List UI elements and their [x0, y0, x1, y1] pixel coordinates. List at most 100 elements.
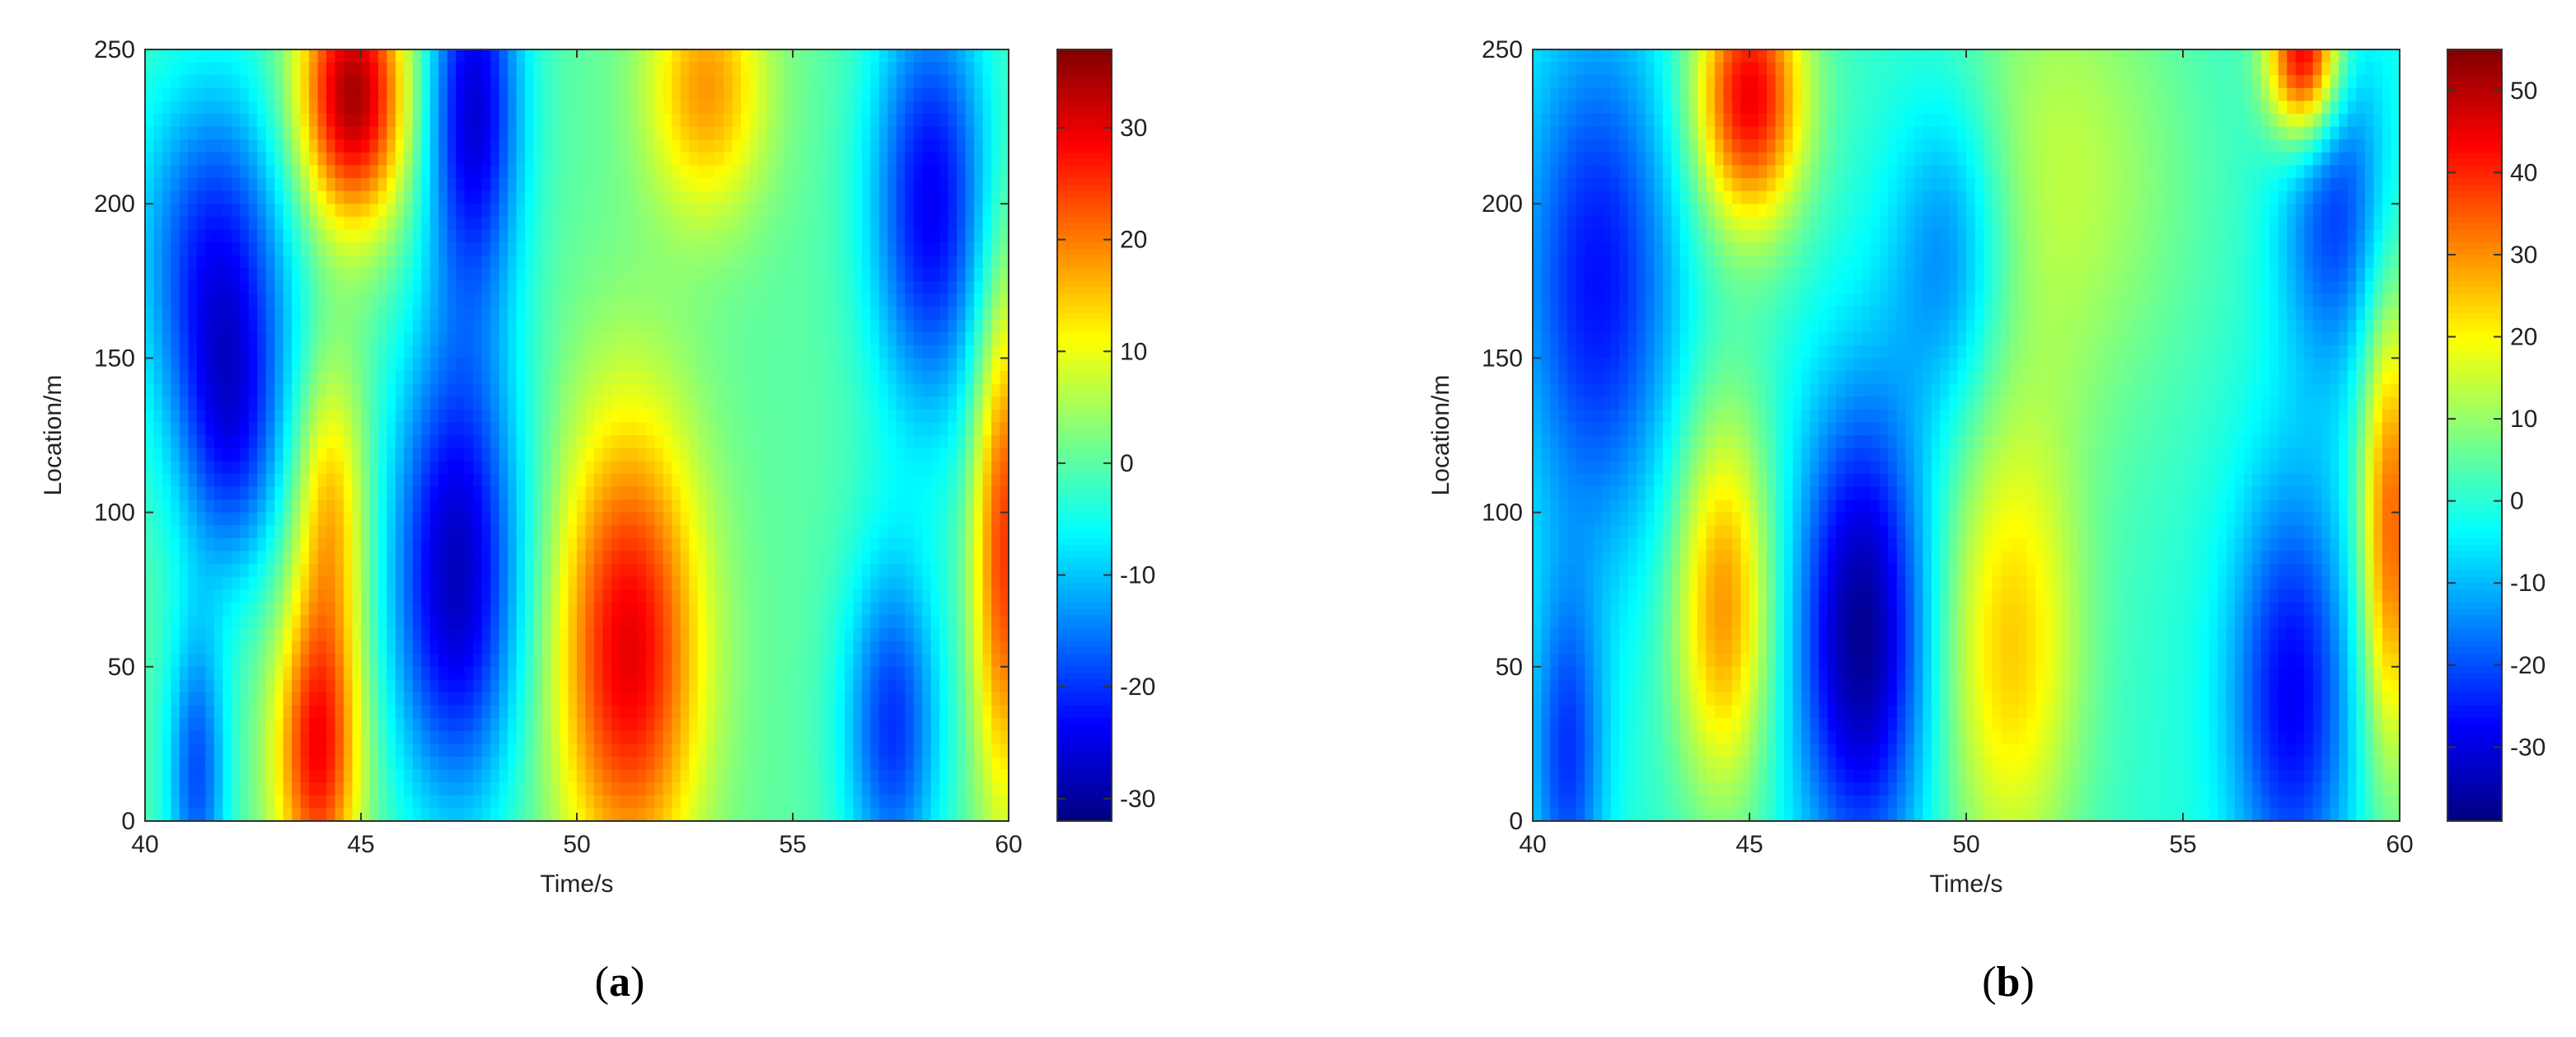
heatmap-cell [930, 448, 940, 462]
heatmap-cell [784, 268, 794, 282]
heatmap-cell [205, 512, 215, 526]
heatmap-cell [335, 500, 344, 514]
heatmap-cell [593, 62, 604, 76]
heatmap-cell [766, 332, 776, 346]
heatmap-cell [404, 564, 414, 578]
heatmap-cell [222, 358, 232, 372]
heatmap-cell [853, 280, 863, 294]
heatmap-cell [162, 602, 172, 616]
heatmap-cell [447, 551, 457, 565]
heatmap-cell [637, 139, 647, 153]
heatmap-cell [948, 152, 958, 166]
heatmap-cell [714, 383, 724, 397]
heatmap-cell [473, 512, 483, 526]
heatmap-cell [611, 486, 621, 500]
heatmap-cell [317, 551, 327, 565]
heatmap-cell [550, 101, 560, 115]
heatmap-cell [827, 396, 836, 411]
heatmap-cell [438, 448, 448, 462]
heatmap-cell [179, 152, 189, 166]
heatmap-cell [265, 345, 275, 359]
heatmap-cell [844, 332, 854, 346]
heatmap-cell [1000, 62, 1009, 76]
heatmap-cell [473, 628, 483, 642]
heatmap-cell [265, 461, 275, 475]
heatmap-cell [758, 473, 768, 487]
heatmap-cell [913, 293, 923, 307]
heatmap-cell [386, 461, 396, 475]
heatmap-cell [672, 358, 681, 372]
heatmap-cell [982, 307, 992, 321]
heatmap-cell [481, 87, 491, 101]
heatmap-cell [766, 396, 776, 411]
heatmap-cell [369, 101, 379, 115]
heatmap-cell [724, 448, 733, 462]
heatmap-cell [369, 589, 379, 603]
heatmap-cell [386, 204, 396, 218]
heatmap-cell [741, 525, 751, 539]
heatmap-cell [888, 204, 897, 218]
heatmap-cell [508, 165, 518, 179]
heatmap-cell [179, 628, 189, 642]
heatmap-cell [395, 332, 405, 346]
heatmap-cell [930, 551, 940, 565]
heatmap-cell [404, 75, 414, 89]
heatmap-cell [732, 435, 742, 449]
heatmap-cell [240, 75, 250, 89]
heatmap-cell [844, 178, 854, 192]
heatmap-cell [248, 139, 258, 153]
heatmap-cell [637, 190, 647, 204]
heatmap-cell [654, 461, 664, 475]
heatmap-cell [974, 602, 984, 616]
heatmap-cell [344, 448, 354, 462]
heatmap-cell [283, 422, 293, 436]
heatmap-cell [317, 190, 327, 204]
heatmap-cell [421, 461, 431, 475]
heatmap-cell [188, 679, 198, 693]
heatmap-cell [758, 178, 768, 192]
heatmap-cell [145, 473, 155, 487]
heatmap-cell [377, 396, 388, 411]
heatmap-cell [525, 383, 535, 397]
heatmap-cell [793, 537, 803, 551]
heatmap-cell [982, 371, 992, 385]
heatmap-cell [888, 242, 897, 256]
heatmap-cell [240, 525, 250, 539]
heatmap-cell [672, 461, 681, 475]
heatmap-cell [386, 525, 396, 539]
heatmap-cell [784, 178, 794, 192]
heatmap-cell [758, 114, 768, 128]
heatmap-cell [939, 512, 949, 526]
heatmap-cell [404, 602, 414, 616]
heatmap-cell [326, 332, 336, 346]
heatmap-cell [213, 551, 223, 565]
heatmap-cell [645, 500, 655, 514]
heatmap-cell [265, 422, 275, 436]
heatmap-cell [171, 371, 180, 385]
heatmap-cell [412, 190, 422, 204]
heatmap-cell [714, 255, 724, 269]
heatmap-cell [265, 319, 275, 333]
heatmap-cell [188, 371, 198, 385]
heatmap-cell [335, 49, 344, 63]
heatmap-cell [456, 229, 466, 243]
heatmap-cell [257, 525, 267, 539]
heatmap-cell [861, 448, 871, 462]
heatmap-cell [948, 602, 958, 616]
heatmap-cell [300, 178, 310, 192]
heatmap-cell [257, 280, 267, 294]
heatmap-cell [861, 615, 871, 629]
heatmap-cell [766, 229, 776, 243]
heatmap-cell [870, 525, 880, 539]
heatmap-cell [222, 589, 232, 603]
heatmap-cell [171, 422, 180, 436]
heatmap-cell [188, 654, 198, 668]
heatmap-cell [913, 551, 923, 565]
heatmap-cell [508, 589, 518, 603]
heatmap-cell [939, 473, 949, 487]
heatmap-cell [283, 615, 293, 629]
heatmap-cell [395, 640, 405, 655]
heatmap-cell [369, 332, 379, 346]
heatmap-cell [706, 435, 716, 449]
heatmap-cell [974, 152, 984, 166]
